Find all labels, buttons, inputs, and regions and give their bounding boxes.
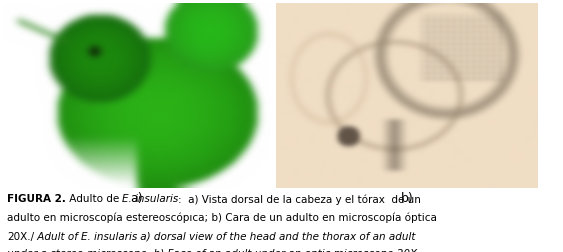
Text: Adult of: Adult of — [34, 232, 81, 242]
Text: a): a) — [130, 192, 143, 205]
Text: a) dorsal view of the head and the thorax of an adult: a) dorsal view of the head and the thora… — [137, 232, 415, 242]
Text: :  a) Vista dorsal de la cabeza y el tórax  de un: : a) Vista dorsal de la cabeza y el tóra… — [178, 194, 421, 205]
Text: 20X./: 20X./ — [7, 232, 34, 242]
Text: E. insularis: E. insularis — [122, 194, 178, 204]
Text: b): b) — [400, 192, 413, 205]
Text: E. insularis: E. insularis — [81, 232, 137, 242]
Text: adulto en microscopía estereoscópıca; b) Cara de un adulto en microscopía óptica: adulto en microscopía estereoscópıca; b)… — [7, 213, 437, 224]
Text: under a stereo-microscope; b) Face of an adult under an optic microscope 20X.: under a stereo-microscope; b) Face of an… — [7, 249, 420, 252]
Text: Adulto de: Adulto de — [66, 194, 122, 204]
Text: FIGURA 2.: FIGURA 2. — [7, 194, 66, 204]
